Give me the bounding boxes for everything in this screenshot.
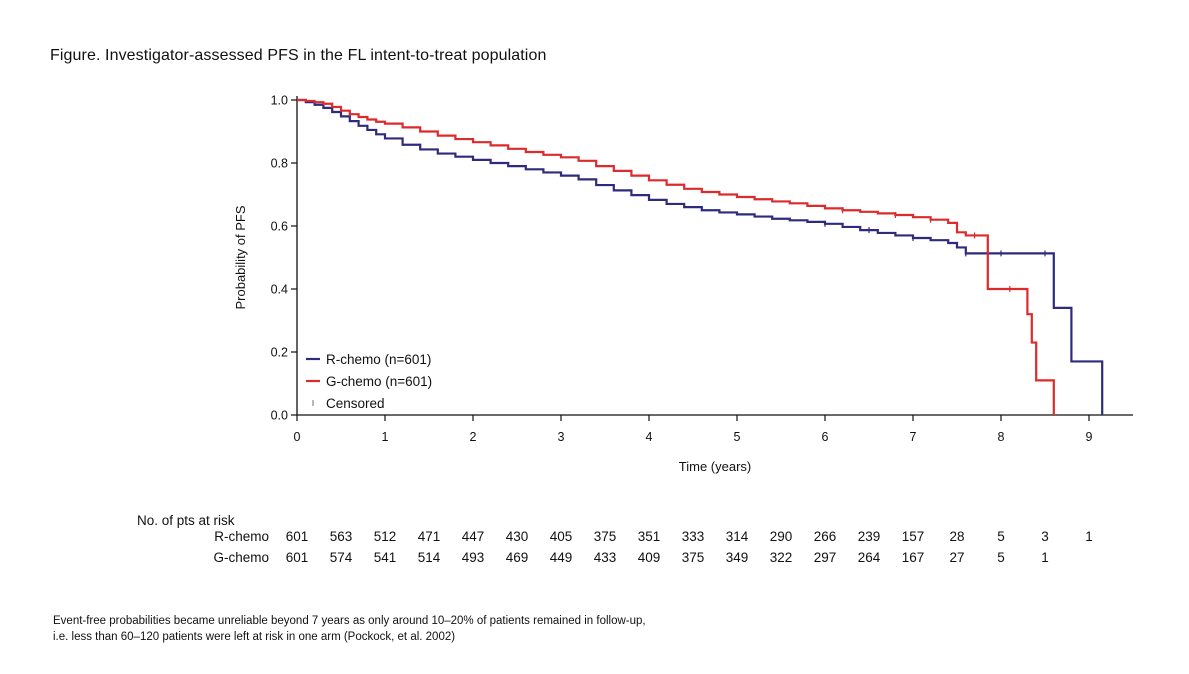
risk-cell: 601	[285, 550, 309, 565]
x-tick-label: 3	[558, 430, 565, 444]
risk-cell: 405	[549, 529, 573, 544]
r-chemo-curve	[297, 98, 1104, 415]
risk-cell: 5	[997, 550, 1005, 565]
footnote-line-2: i.e. less than 60–120 patients were left…	[53, 631, 456, 643]
risk-cell: 469	[505, 550, 529, 565]
legend-label-1: G-chemo (n=601)	[326, 374, 432, 389]
x-tick-label: 4	[646, 430, 653, 444]
y-tick-label: 0.4	[271, 283, 288, 297]
risk-cell: 471	[417, 529, 441, 544]
y-tick-label: 0.0	[271, 409, 288, 423]
risk-cell: 430	[505, 529, 529, 544]
y-tick-label: 0.6	[271, 220, 288, 234]
y-tick-label: 1.0	[271, 94, 288, 108]
risk-cell: 601	[285, 529, 309, 544]
risk-cell: 28	[949, 529, 965, 544]
risk-cell: 27	[949, 550, 965, 565]
footnote: Event-free probabilities became unreliab…	[53, 613, 646, 645]
risk-cell: 322	[769, 550, 793, 565]
risk-cell: 290	[769, 529, 793, 544]
risk-cell: 333	[681, 529, 705, 544]
risk-cell: 512	[373, 529, 397, 544]
risk-cell: 349	[725, 550, 749, 565]
x-tick-label: 9	[1086, 430, 1093, 444]
risk-cell: 264	[857, 550, 881, 565]
risk-table-header: No. of pts at risk	[137, 513, 235, 528]
risk-cell: 541	[373, 550, 397, 565]
x-tick-label: 1	[382, 430, 389, 444]
risk-cell: 3	[1041, 529, 1049, 544]
x-axis-label: Time (years)	[679, 459, 751, 474]
x-tick-label: 8	[998, 430, 1005, 444]
risk-cell: 375	[593, 529, 617, 544]
risk-cell: 314	[725, 529, 749, 544]
risk-row-label: G-chemo	[213, 550, 269, 565]
risk-cell: 351	[637, 529, 661, 544]
risk-cell: 493	[461, 550, 485, 565]
legend-label-0: R-chemo (n=601)	[326, 352, 431, 367]
x-tick-label: 6	[822, 430, 829, 444]
footnote-line-1: Event-free probabilities became unreliab…	[53, 615, 646, 627]
g-chemo-curve	[297, 98, 1055, 415]
risk-cell: 449	[549, 550, 573, 565]
risk-cell: 239	[857, 529, 881, 544]
risk-cell: 447	[461, 529, 485, 544]
y-tick-label: 0.8	[271, 157, 288, 171]
x-tick-label: 0	[294, 430, 301, 444]
risk-cell: 514	[417, 550, 441, 565]
y-tick-label: 0.2	[271, 346, 288, 360]
risk-cell: 5	[997, 529, 1005, 544]
risk-row-name: G-chemo	[0, 550, 269, 568]
risk-cell: 297	[813, 550, 837, 565]
x-tick-label: 5	[734, 430, 741, 444]
x-tick-label: 2	[470, 430, 477, 444]
y-axis-label: Probability of PFS	[233, 205, 248, 309]
risk-cell: 375	[681, 550, 705, 565]
legend-label-2: Censored	[326, 396, 385, 411]
figure-title: Figure. Investigator-assessed PFS in the…	[50, 47, 547, 64]
risk-cell: 1	[1085, 529, 1093, 544]
risk-cell: 409	[637, 550, 661, 565]
risk-row-name: R-chemo	[0, 529, 269, 547]
risk-cell: 574	[329, 550, 353, 565]
risk-cell: 563	[329, 529, 353, 544]
risk-cell: 1	[1041, 550, 1049, 565]
x-tick-label: 7	[910, 430, 917, 444]
risk-cell: 266	[813, 529, 837, 544]
risk-cell: 433	[593, 550, 617, 565]
risk-cell: 167	[901, 550, 925, 565]
risk-row-label: R-chemo	[214, 529, 269, 544]
risk-cell: 157	[901, 529, 925, 544]
